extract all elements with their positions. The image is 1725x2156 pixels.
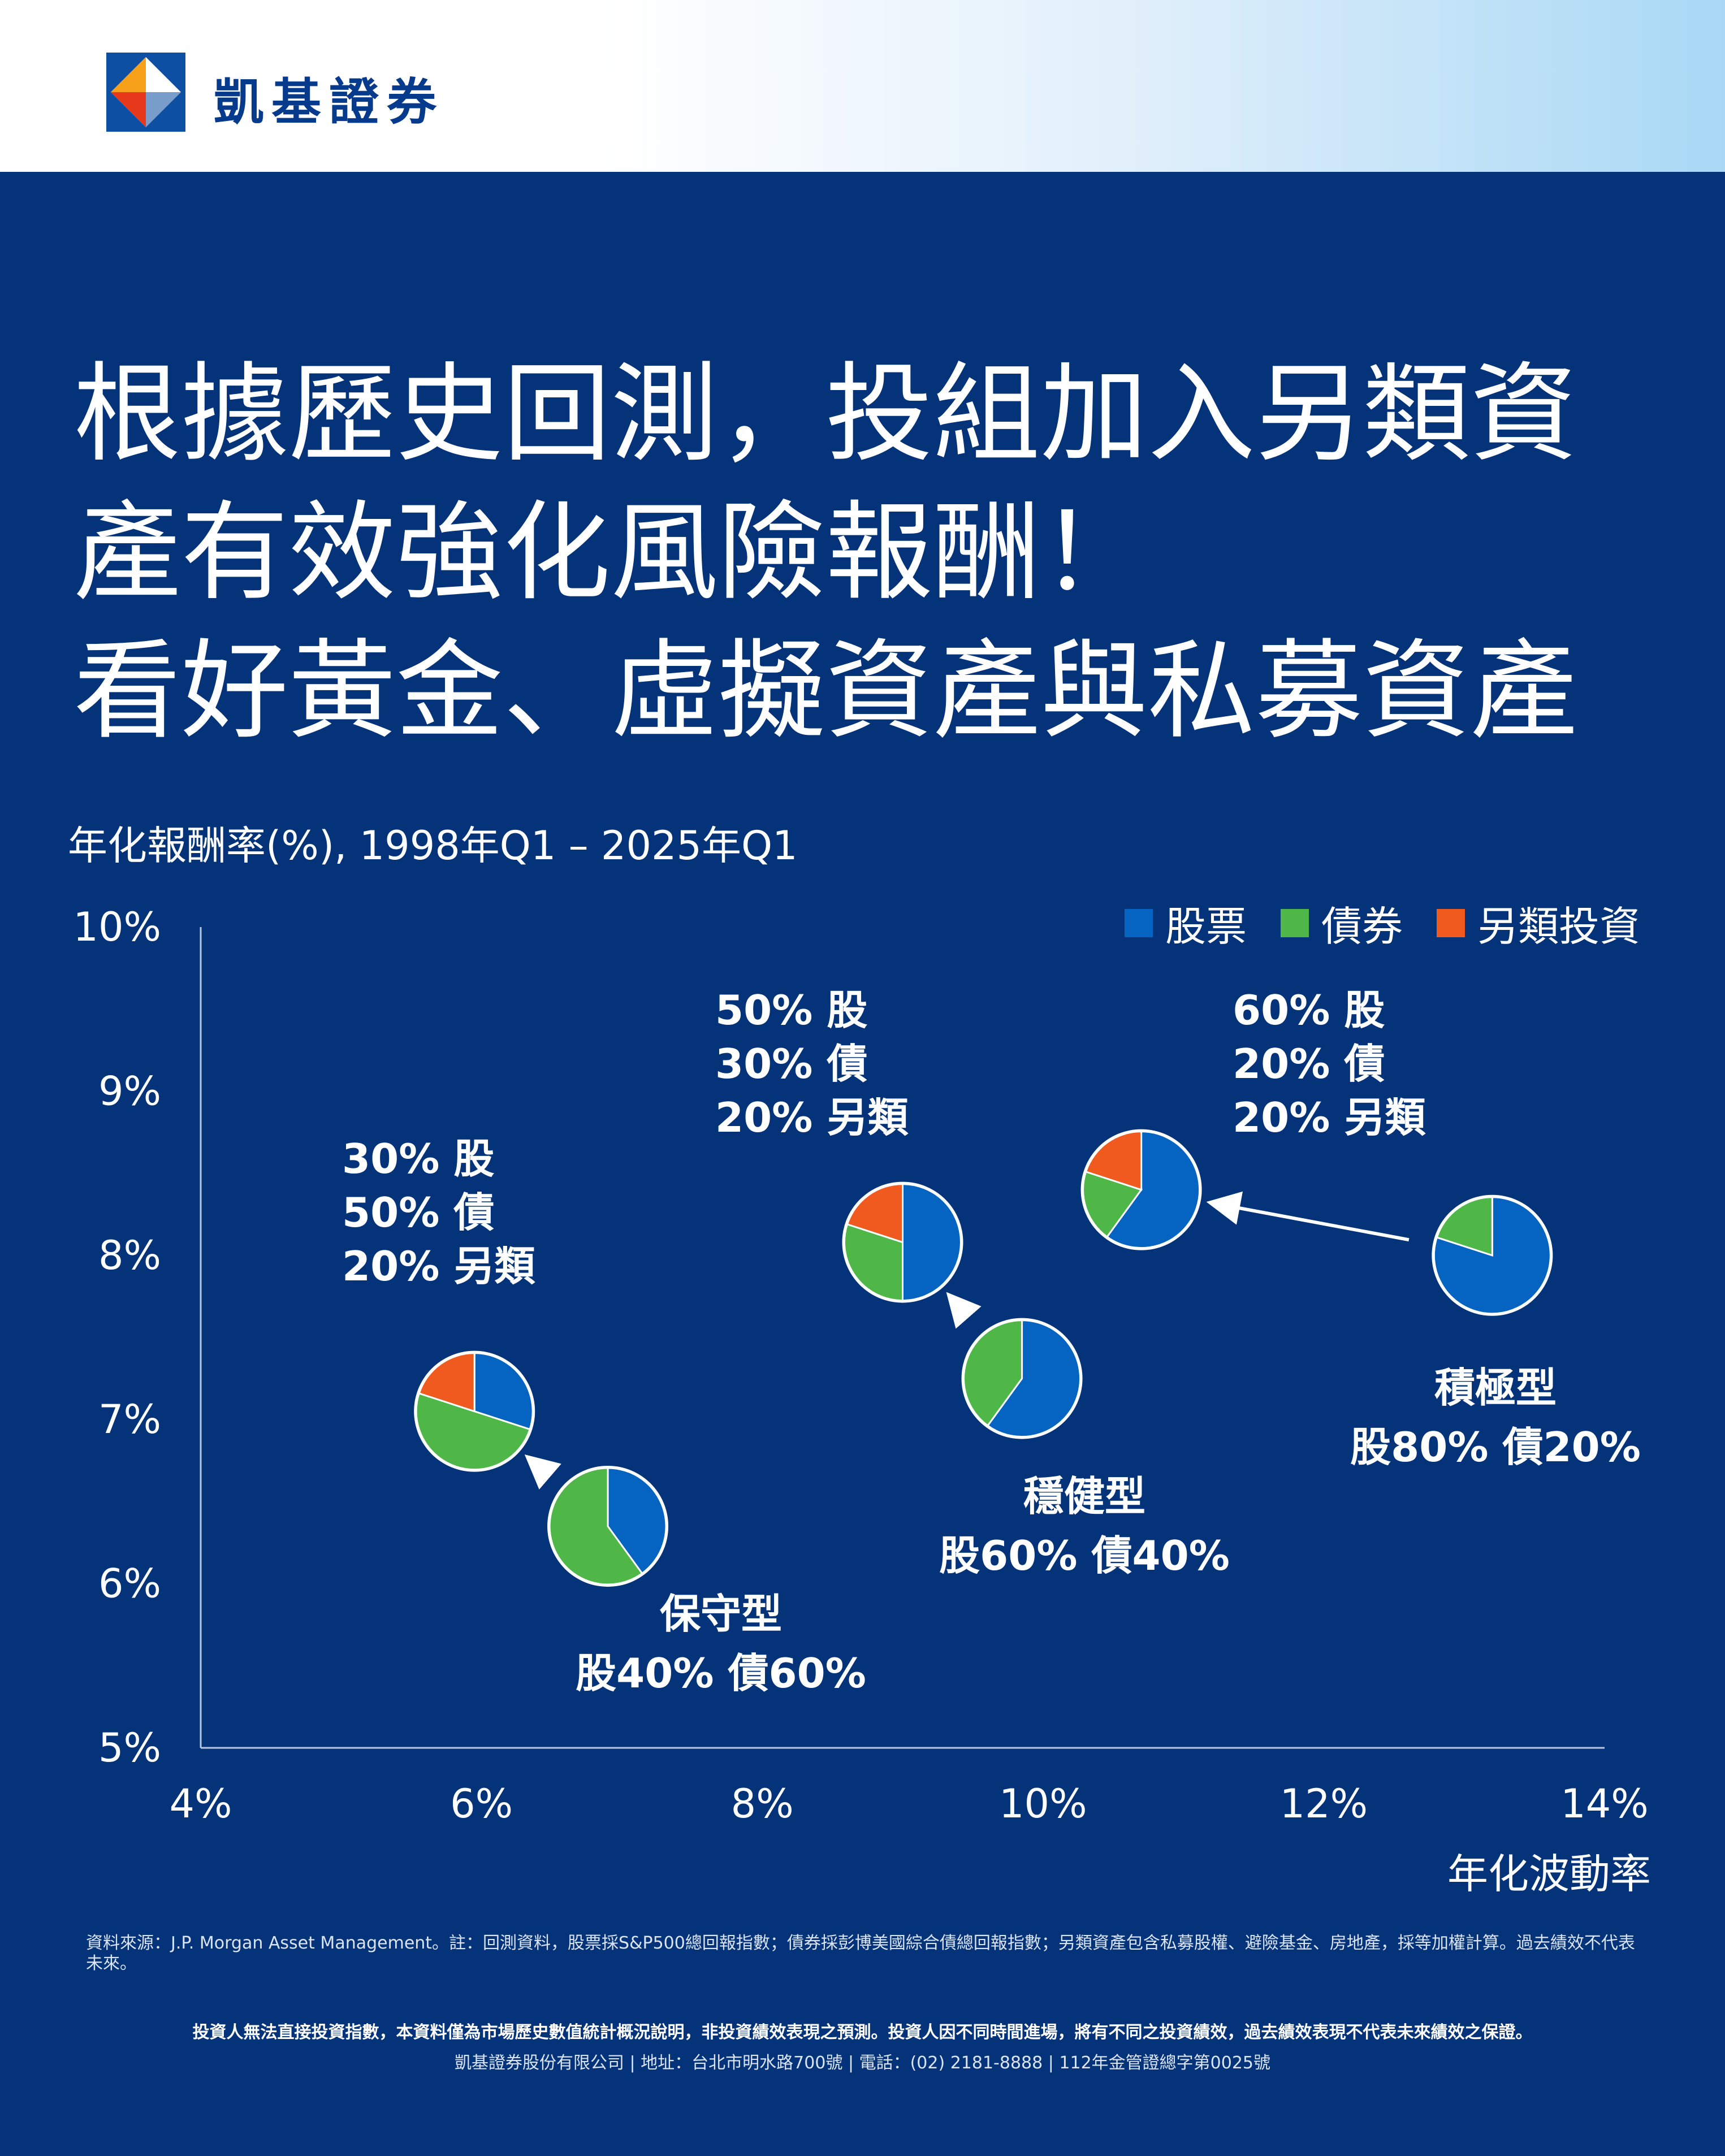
pie-slice-bonds <box>415 1392 531 1471</box>
x-axis-title: 年化波動率 <box>1447 1850 1651 1898</box>
pie-slice-alternatives <box>1084 1131 1143 1191</box>
pie-slice-bonds <box>844 1223 903 1302</box>
x-tick-label: 12% <box>1280 1781 1368 1827</box>
point-label-aggressive-alt: 20% 另類 <box>1233 1094 1426 1141</box>
legend-item-alternatives: 另類投資 <box>1436 893 1640 953</box>
legend-label-bonds: 債券 <box>1321 903 1403 950</box>
x-tick-label: 14% <box>1560 1781 1649 1827</box>
chart-legend: 股票 債券 另類投資 <box>1091 893 1640 953</box>
header-banner: 凱基證券 <box>0 0 1725 172</box>
point-label-aggressive: 積極型 <box>1434 1364 1557 1412</box>
point-label-balanced: 股60% 債40% <box>939 1532 1230 1579</box>
point-label-balanced-alt: 30% 債 <box>715 1040 867 1088</box>
y-tick-label: 6% <box>98 1561 161 1607</box>
headline-line-1: 根據歷史回測，投組加入另類資 <box>74 352 1578 477</box>
pie-slice-stocks <box>1433 1196 1551 1315</box>
x-tick-label: 8% <box>731 1781 794 1827</box>
kgi-logo-icon <box>106 53 185 132</box>
disclaimer: 投資人無法直接投資指數，本資料僅為市場歷史數值統計概況說明，非投資績效表現之預測… <box>192 2023 1533 2042</box>
legend-swatch-bonds <box>1280 908 1309 937</box>
pie-slice-stocks <box>1105 1131 1201 1249</box>
point-label-conservative-alt: 30% 股 <box>342 1135 494 1183</box>
pie-slice-bonds <box>548 1467 643 1586</box>
legend-item-stocks: 股票 <box>1124 893 1247 953</box>
x-tick-label: 10% <box>999 1781 1087 1827</box>
pie-slice-stocks <box>902 1183 962 1302</box>
company-info: 凱基證券股份有限公司 | 地址：台北市明水路700號 | 電話：(02) 218… <box>454 2053 1271 2073</box>
x-tick-label: 6% <box>450 1781 513 1827</box>
point-label-conservative-alt: 20% 另類 <box>342 1242 535 1290</box>
pie-slice-alternatives <box>418 1352 475 1413</box>
y-axis-title: 年化報酬率(%), 1998年Q1 – 2025年Q1 <box>68 822 798 869</box>
point-label-conservative-alt: 50% 債 <box>342 1189 494 1236</box>
y-tick-label: 5% <box>98 1725 161 1771</box>
y-tick-label: 9% <box>98 1068 161 1114</box>
pie-slice-bonds <box>1436 1196 1493 1257</box>
point-label-balanced: 穩健型 <box>1023 1473 1145 1520</box>
point-label-aggressive-alt: 60% 股 <box>1233 986 1385 1034</box>
arrow-balanced <box>946 1292 982 1329</box>
legend-label-stocks: 股票 <box>1165 903 1247 950</box>
pie-slice-stocks <box>986 1319 1082 1438</box>
point-label-conservative: 保守型 <box>660 1590 782 1638</box>
pie-slice-stocks <box>473 1352 534 1431</box>
arrow-aggressive <box>1206 1191 1410 1242</box>
point-label-aggressive: 股80% 債20% <box>1350 1423 1641 1471</box>
arrow-conservative <box>524 1454 561 1490</box>
y-tick-label: 10% <box>73 904 161 950</box>
point-label-balanced-alt: 50% 股 <box>715 986 867 1034</box>
legend-swatch-stocks <box>1124 908 1153 937</box>
scatter-chart: 10% 9% 8% 7% 6% 5%4% 6% 8% 10% 12% 14% 年化波動率 保守型股40%… <box>73 904 1651 1898</box>
headline: 根據歷史回測，投組加入另類資 產有效強化風險報酬！ 看好黃金、虛擬資產與私募資產 <box>74 345 1668 760</box>
legend-item-bonds: 債券 <box>1280 893 1403 953</box>
y-tick-label: 8% <box>98 1232 161 1279</box>
y-tick-label: 7% <box>98 1396 161 1443</box>
legend-swatch-alternatives <box>1436 908 1465 937</box>
footnote: 資料來源：J.P. Morgan Asset Management。註：回測資料… <box>86 1933 1635 1973</box>
brand-name: 凱基證券 <box>214 73 445 131</box>
point-label-conservative: 股40% 債60% <box>576 1650 866 1697</box>
headline-line-2: 產有效強化風險報酬！ <box>74 490 1148 615</box>
pie-slice-bonds <box>963 1319 1023 1427</box>
legend-label-alternatives: 另類投資 <box>1477 903 1640 950</box>
x-tick-label: 4% <box>169 1781 232 1827</box>
pie-slice-alternatives <box>846 1183 903 1244</box>
point-label-aggressive-alt: 20% 債 <box>1233 1040 1385 1088</box>
pie-slice-stocks <box>607 1467 667 1575</box>
point-label-balanced-alt: 20% 另類 <box>715 1094 909 1141</box>
headline-line-3: 看好黃金、虛擬資產與私募資產 <box>74 629 1578 754</box>
pie-slice-bonds <box>1082 1170 1143 1239</box>
